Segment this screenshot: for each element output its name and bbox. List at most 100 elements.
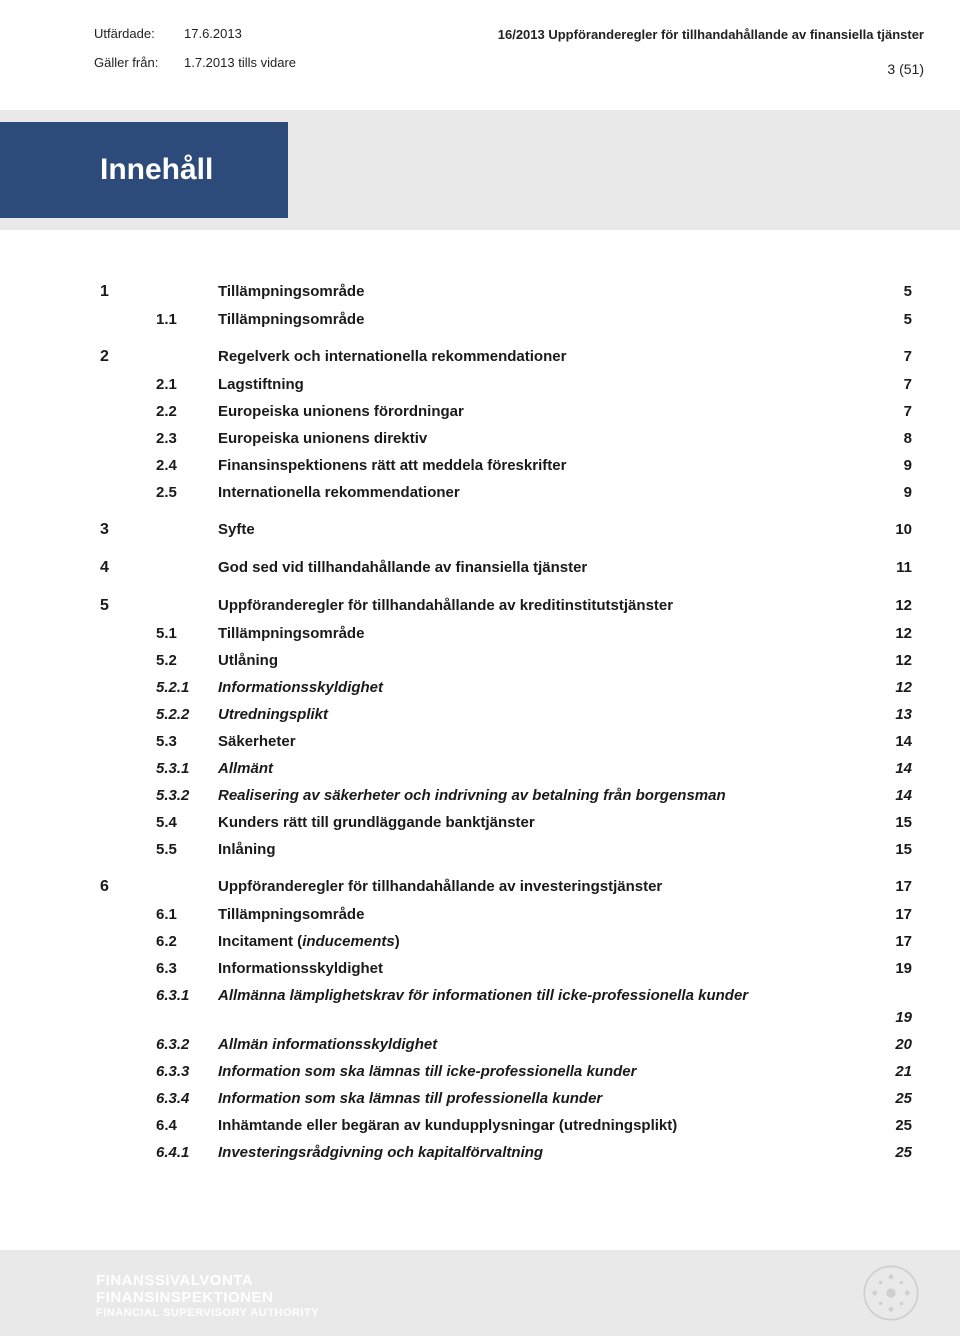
toc-page: 8 xyxy=(866,430,912,447)
toc-row[interactable]: 5.3.2Realisering av säkerheter och indri… xyxy=(100,782,912,809)
toc-row-page-continuation: 19 xyxy=(100,1009,912,1031)
toc-row[interactable]: 5.2.1Informationsskyldighet12 xyxy=(100,674,912,701)
toc-row[interactable]: 6Uppföranderegler för tillhandahållande … xyxy=(100,873,912,901)
toc-subnum: 6.3.2 xyxy=(156,1036,218,1053)
doc-meta-header: Utfärdade: 17.6.2013 Gäller från: 1.7.20… xyxy=(94,26,924,80)
toc-subnum: 2.4 xyxy=(156,457,218,474)
toc-title: Allmänt xyxy=(218,760,866,777)
toc-row[interactable]: 5.2Utlåning12 xyxy=(100,647,912,674)
toc-row[interactable]: 2.1Lagstiftning7 xyxy=(100,371,912,398)
toc-page: 12 xyxy=(866,625,912,642)
toc-page: 11 xyxy=(866,559,912,576)
toc-page: 20 xyxy=(866,1036,912,1053)
toc-title: Utredningsplikt xyxy=(218,706,866,723)
toc-row[interactable]: 6.3.2Allmän informationsskyldighet20 xyxy=(100,1031,912,1058)
toc-subnum: 5.3 xyxy=(156,733,218,750)
toc-row[interactable]: 6.4.1Investeringsrådgivning och kapitalf… xyxy=(100,1139,912,1166)
toc-subnum: 5.2.1 xyxy=(156,679,218,696)
valid-value: 1.7.2013 tills vidare xyxy=(184,55,314,80)
toc-title: Information som ska lämnas till professi… xyxy=(218,1090,866,1107)
toc-subnum: 6.1 xyxy=(156,906,218,923)
toc-page: 5 xyxy=(866,283,912,300)
toc-subnum: 6.4.1 xyxy=(156,1144,218,1161)
toc-row[interactable]: 5.1Tillämpningsområde12 xyxy=(100,620,912,647)
toc-title: Finansinspektionens rätt att meddela för… xyxy=(218,457,866,474)
toc-page: 17 xyxy=(866,878,912,895)
toc-subnum: 2.3 xyxy=(156,430,218,447)
toc-title: Informationsskyldighet xyxy=(218,679,866,696)
toc-title: Internationella rekommendationer xyxy=(218,484,866,501)
toc-num: 2 xyxy=(100,348,156,366)
toc-row[interactable]: 2.4Finansinspektionens rätt att meddela … xyxy=(100,452,912,479)
toc-subnum: 6.3 xyxy=(156,960,218,977)
toc-row[interactable]: 5.3Säkerheter14 xyxy=(100,728,912,755)
toc-row[interactable]: 6.3.3Information som ska lämnas till ick… xyxy=(100,1058,912,1085)
toc-row[interactable]: 3Syfte10 xyxy=(100,516,912,544)
toc-page: 14 xyxy=(866,733,912,750)
toc-title: Information som ska lämnas till icke-pro… xyxy=(218,1063,866,1080)
toc-row[interactable]: 5.2.2Utredningsplikt13 xyxy=(100,701,912,728)
toc-row[interactable]: 5.4Kunders rätt till grundläggande bankt… xyxy=(100,809,912,836)
issued-value: 17.6.2013 xyxy=(184,26,314,51)
toc-row[interactable]: 6.2Incitament (inducements)17 xyxy=(100,928,912,955)
toc-row[interactable]: 5Uppföranderegler för tillhandahållande … xyxy=(100,592,912,620)
toc-page: 15 xyxy=(866,814,912,831)
toc-title: Tillämpningsområde xyxy=(218,311,866,328)
toc-page: 13 xyxy=(866,706,912,723)
toc-row[interactable]: 1.1Tillämpningsområde5 xyxy=(100,306,912,333)
toc-row[interactable]: 5.5Inlåning15 xyxy=(100,836,912,863)
toc-title: Investeringsrådgivning och kapitalförval… xyxy=(218,1144,866,1161)
toc-page: 25 xyxy=(866,1144,912,1161)
toc-title: Europeiska unionens förordningar xyxy=(218,403,866,420)
toc-title: Informationsskyldighet xyxy=(218,960,866,977)
toc-row[interactable]: 1Tillämpningsområde5 xyxy=(100,278,912,306)
toc-row[interactable]: 2 Regelverk och internationella rekommend… xyxy=(100,343,912,371)
toc-page: 25 xyxy=(866,1090,912,1107)
toc-title: Regelverk och internationella rekommenda… xyxy=(218,348,866,365)
toc-title: Tillämpningsområde xyxy=(218,625,866,642)
toc-subnum: 6.2 xyxy=(156,933,218,950)
meta-right: 16/2013 Uppföranderegler för tillhandahå… xyxy=(498,26,924,80)
toc-subnum: 2.2 xyxy=(156,403,218,420)
toc-row[interactable]: 6.3.4Information som ska lämnas till pro… xyxy=(100,1085,912,1112)
toc-subnum: 5.2.2 xyxy=(156,706,218,723)
toc-page: 12 xyxy=(866,597,912,614)
toc-row[interactable]: 6.1Tillämpningsområde17 xyxy=(100,901,912,928)
toc-page: 19 xyxy=(866,1009,912,1026)
toc-title: Inlåning xyxy=(218,841,866,858)
toc-row[interactable]: 2.5Internationella rekommendationer9 xyxy=(100,479,912,506)
footer-line-3: FINANCIAL SUPERVISORY AUTHORITY xyxy=(96,1307,319,1320)
toc-title: God sed vid tillhandahållande av finansi… xyxy=(218,559,866,576)
toc-title: Allmänna lämplighetskrav för information… xyxy=(218,987,866,1004)
toc-title: Uppföranderegler för tillhandahållande a… xyxy=(218,878,866,895)
toc-title: Europeiska unionens direktiv xyxy=(218,430,866,447)
toc-title: Tillämpningsområde xyxy=(218,906,866,923)
toc-subnum: 5.5 xyxy=(156,841,218,858)
toc-row[interactable]: 4God sed vid tillhandahållande av finans… xyxy=(100,554,912,582)
toc-subnum: 2.1 xyxy=(156,376,218,393)
toc-title: Säkerheter xyxy=(218,733,866,750)
coat-of-arms-icon xyxy=(862,1264,920,1322)
toc-subnum: 5.3.2 xyxy=(156,787,218,804)
toc-row[interactable]: 6.3.1Allmänna lämplighetskrav för inform… xyxy=(100,982,912,1009)
toc-subnum: 5.4 xyxy=(156,814,218,831)
toc-title: Syfte xyxy=(218,521,866,538)
toc-row[interactable]: 2.2Europeiska unionens förordningar7 xyxy=(100,398,912,425)
toc-subnum: 2.5 xyxy=(156,484,218,501)
toc-row[interactable]: 2.3Europeiska unionens direktiv8 xyxy=(100,425,912,452)
toc-title: Utlåning xyxy=(218,652,866,669)
section-heading: Innehåll xyxy=(100,153,213,187)
toc-row[interactable]: 6.4Inhämtande eller begäran av kundupply… xyxy=(100,1112,912,1139)
footer-line-1: FINANSSIVALVONTA xyxy=(96,1272,319,1290)
footer-authority-wordmark: FINANSSIVALVONTA FINANSINSPEKTIONEN FINA… xyxy=(96,1272,319,1320)
toc-row[interactable]: 5.3.1Allmänt14 xyxy=(100,755,912,782)
toc-page: 19 xyxy=(866,960,912,977)
toc-page: 25 xyxy=(866,1117,912,1134)
toc-subnum: 5.3.1 xyxy=(156,760,218,777)
toc-num: 1 xyxy=(100,283,156,301)
toc-row[interactable]: 6.3Informationsskyldighet19 xyxy=(100,955,912,982)
toc-page: 17 xyxy=(866,933,912,950)
toc-page: 7 xyxy=(866,376,912,393)
toc-page: 10 xyxy=(866,521,912,538)
toc-subnum: 6.4 xyxy=(156,1117,218,1134)
